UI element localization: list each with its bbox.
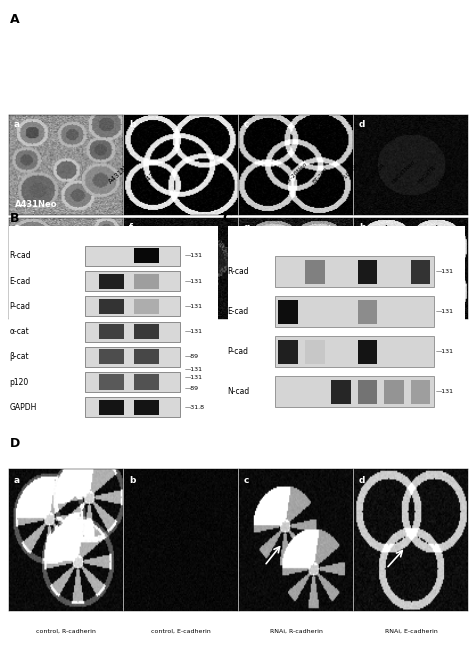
Text: A: A xyxy=(9,13,19,26)
Text: b: b xyxy=(129,120,136,129)
Text: f: f xyxy=(129,223,133,232)
Bar xyxy=(135,299,159,314)
Bar xyxy=(275,336,434,367)
Bar xyxy=(331,380,351,404)
Text: A431R: A431R xyxy=(15,304,46,313)
Bar xyxy=(275,376,434,408)
Text: N-cad: N-cad xyxy=(228,387,250,396)
Text: GAPDH: GAPDH xyxy=(9,403,37,411)
Text: —89: —89 xyxy=(185,386,199,391)
Text: —131: —131 xyxy=(436,309,454,314)
Bar xyxy=(357,259,377,283)
Text: HT1080R: HT1080R xyxy=(364,162,387,184)
Bar xyxy=(278,300,298,324)
Bar xyxy=(135,248,159,263)
Text: P-cad: P-cad xyxy=(228,347,248,356)
Text: d: d xyxy=(359,120,365,129)
Bar xyxy=(357,380,377,404)
Text: A431R: A431R xyxy=(143,164,164,184)
Bar xyxy=(84,397,181,417)
Bar xyxy=(357,300,377,324)
Text: BT-20Neo: BT-20Neo xyxy=(284,160,308,184)
Text: d: d xyxy=(359,476,365,485)
Text: β-cat: β-cat xyxy=(9,353,29,361)
Text: α-cat: α-cat xyxy=(9,327,29,336)
Text: MW: MW xyxy=(438,173,448,184)
Bar xyxy=(84,296,181,316)
Text: control, R-cadherin: control, R-cadherin xyxy=(36,628,96,633)
Text: MW: MW xyxy=(187,171,201,184)
Bar xyxy=(135,349,159,364)
Bar xyxy=(410,380,430,404)
Bar xyxy=(99,349,124,364)
Text: —131: —131 xyxy=(185,375,203,380)
Bar xyxy=(275,256,434,287)
Text: a: a xyxy=(14,476,20,485)
Text: A431Neo: A431Neo xyxy=(108,159,135,184)
Bar xyxy=(84,271,181,291)
Text: RNAi, R-cadherin: RNAi, R-cadherin xyxy=(270,628,323,633)
Bar xyxy=(357,340,377,364)
Text: E-cad: E-cad xyxy=(9,277,31,285)
Text: C: C xyxy=(223,212,232,225)
Bar xyxy=(135,274,159,289)
Text: myc: myc xyxy=(360,304,379,313)
Text: E-cadherin: E-cadherin xyxy=(130,304,181,313)
Bar xyxy=(135,375,159,389)
Bar xyxy=(99,324,124,339)
Text: —131: —131 xyxy=(185,304,203,309)
Bar xyxy=(99,400,124,415)
Text: —89: —89 xyxy=(185,355,199,359)
Bar xyxy=(278,340,298,364)
Text: HaCaTNeo: HaCaTNeo xyxy=(391,159,416,184)
Text: control, E-cadherin: control, E-cadherin xyxy=(151,628,211,633)
Text: HaCaTR: HaCaTR xyxy=(417,164,437,184)
Bar xyxy=(99,274,124,289)
Text: a: a xyxy=(14,120,20,129)
Text: c: c xyxy=(244,120,249,129)
Text: P-cad: P-cad xyxy=(9,302,30,311)
Text: B: B xyxy=(9,212,19,225)
Text: g: g xyxy=(244,223,250,232)
Text: A431Neo: A431Neo xyxy=(15,201,58,210)
Text: R-cad: R-cad xyxy=(9,252,31,260)
Bar xyxy=(84,347,181,367)
Bar xyxy=(410,259,430,283)
Bar xyxy=(135,400,159,415)
Bar xyxy=(84,246,181,266)
Text: —31.8: —31.8 xyxy=(185,405,205,410)
Text: —131: —131 xyxy=(185,279,203,283)
Text: —131: —131 xyxy=(436,389,454,394)
Text: RNAi, E-cadherin: RNAi, E-cadherin xyxy=(385,628,438,633)
Bar xyxy=(84,372,181,392)
Bar xyxy=(305,259,325,283)
Bar xyxy=(99,375,124,389)
Text: E-cad: E-cad xyxy=(228,307,249,316)
Text: D: D xyxy=(9,437,20,450)
Text: —131: —131 xyxy=(436,269,454,274)
Text: h: h xyxy=(359,223,365,232)
Text: —131: —131 xyxy=(185,367,203,372)
Text: c: c xyxy=(244,476,249,485)
Text: —131: —131 xyxy=(185,329,203,334)
Bar xyxy=(384,380,404,404)
Text: —131: —131 xyxy=(185,254,203,258)
Text: e: e xyxy=(14,223,20,232)
Text: b: b xyxy=(129,476,136,485)
Bar xyxy=(84,322,181,342)
Text: —131: —131 xyxy=(436,349,454,354)
Text: HT1080Neo: HT1080Neo xyxy=(337,157,365,184)
Text: R-cad: R-cad xyxy=(228,267,249,276)
Text: BT-20R: BT-20R xyxy=(311,166,329,184)
Text: P-cadherin: P-cadherin xyxy=(245,304,296,313)
Bar xyxy=(135,324,159,339)
Bar xyxy=(305,340,325,364)
Bar xyxy=(99,299,124,314)
Text: p120: p120 xyxy=(9,378,29,386)
Bar xyxy=(275,296,434,327)
